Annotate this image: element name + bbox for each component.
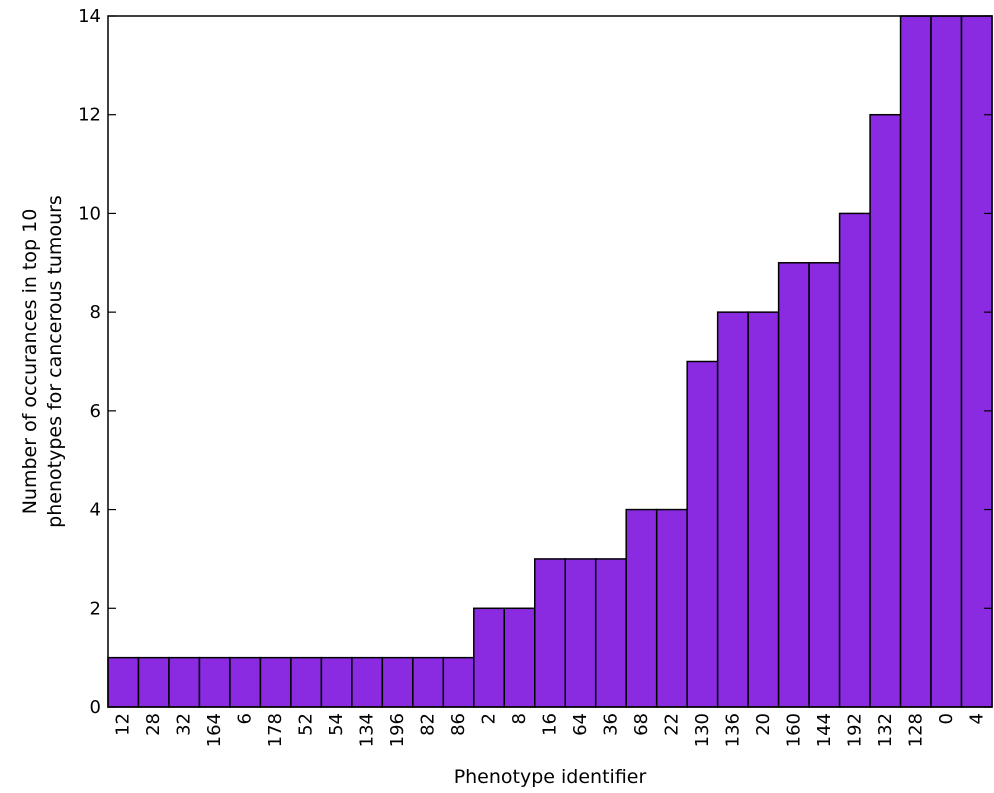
x-tick-label: 82 [418,713,439,736]
bar-136 [716,311,749,708]
bar-20 [747,311,780,708]
bar-8 [503,607,536,708]
x-tick-label: 36 [600,713,621,736]
x-tick-label: 54 [326,713,347,736]
bar-0 [930,15,963,708]
bar-68 [625,508,658,708]
x-axis-ticks: 12 28 32 164 6 178 52 54 134 196 82 86 2 8 16 64 36 68 22 1… [113,713,988,747]
bar-28 [137,656,170,708]
x-tick-label: 164 [204,713,225,747]
x-axis-title: Phenotype identifier [454,766,647,788]
bar-64 [564,558,597,708]
x-tick-label: 4 [966,713,987,724]
bars-group [107,15,993,708]
x-tick-label: 6 [235,713,256,724]
y-tick-label: 12 [78,105,101,126]
bar-82 [412,656,445,708]
bar-4 [960,15,993,708]
bar-178 [259,656,292,708]
bar-52 [290,656,323,708]
x-tick-label: 16 [540,713,561,736]
x-tick-label: 22 [661,713,682,736]
x-tick-label: 132 [875,713,896,747]
bar-6 [229,656,262,708]
y-tick-label: 8 [90,302,101,323]
x-tick-label: 86 [448,713,469,736]
bar-130 [686,360,719,708]
x-tick-label: 64 [570,713,591,736]
y-tick-label: 14 [78,6,101,27]
bar-128 [899,15,932,708]
x-tick-label: 134 [357,713,378,747]
bar-164 [198,656,231,708]
y-tick-label: 6 [90,401,101,422]
x-tick-label: 20 [753,713,774,736]
x-tick-label: 68 [631,713,652,736]
x-tick-label: 136 [722,713,743,747]
y-tick-label: 0 [90,697,101,718]
y-axis-title-line-2: phenotypes for cancerous tumours [44,195,66,528]
x-tick-label: 12 [113,713,134,736]
bar-160 [777,262,810,708]
y-tick-label: 4 [90,500,101,521]
x-tick-label: 8 [509,713,530,724]
bar-16 [534,558,566,708]
y-axis-title-line-1: Number of occurances in top 10 [19,209,41,515]
bar-86 [442,656,475,708]
x-tick-label: 52 [296,713,317,736]
x-tick-label: 32 [174,713,195,736]
x-tick-label: 192 [844,713,865,747]
bar-132 [869,113,902,708]
x-tick-label: 2 [479,713,500,724]
x-tick-label: 178 [265,713,286,747]
x-tick-label: 128 [905,713,926,747]
bar-2 [473,607,506,708]
y-tick-label: 10 [78,203,101,224]
bar-22 [655,508,688,708]
bar-134 [351,656,384,708]
x-tick-label: 160 [783,713,804,747]
bar-12 [107,656,140,708]
x-tick-label: 130 [692,713,713,747]
x-tick-label: 28 [143,713,164,736]
x-tick-label: 0 [936,713,957,724]
x-tick-label: 196 [387,713,408,747]
bar-54 [320,656,353,708]
x-tick-label: 144 [814,713,835,747]
bar-144 [808,262,841,708]
bar-36 [594,558,627,708]
bar-192 [838,212,871,708]
plot-frame [107,15,993,708]
y-axis-ticks: 0 2 4 6 8 10 12 14 [78,6,992,718]
bar-32 [168,656,201,708]
y-tick-label: 2 [90,598,101,619]
bar-196 [381,656,414,708]
